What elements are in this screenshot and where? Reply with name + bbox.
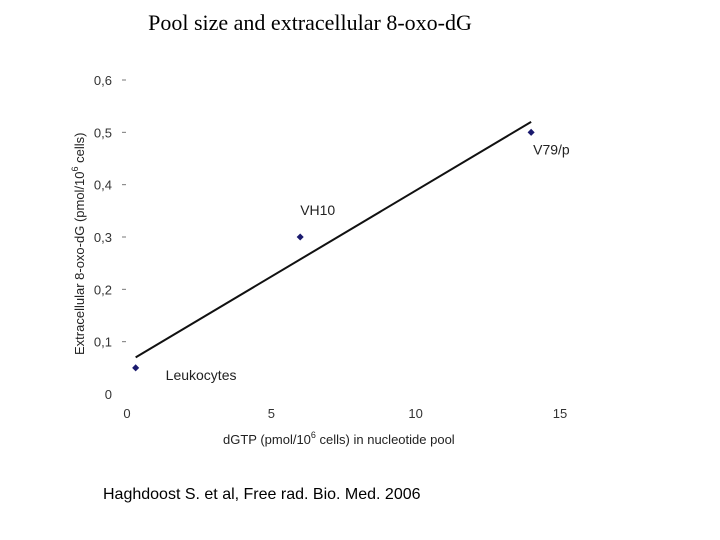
x-axis-label: dGTP (pmol/106 cells) in nucleotide pool	[223, 430, 455, 447]
chart-title: Pool size and extracellular 8-oxo-dG	[148, 10, 472, 35]
data-point	[527, 128, 535, 136]
data-point	[296, 233, 304, 241]
y-tick-label: 0,5	[94, 125, 112, 140]
data-point	[132, 364, 140, 372]
y-tick-label: 0,6	[94, 73, 112, 88]
y-tick-label: 0,2	[94, 282, 112, 297]
x-tick-label: 5	[268, 406, 275, 421]
x-tick-label: 15	[553, 406, 567, 421]
y-axis-ticks: 0 0,1 0,2 0,3 0,4 0,5 0,6	[94, 73, 126, 402]
data-point-label: Leukocytes	[166, 367, 237, 383]
data-points: Leukocytes VH10 V79/p	[132, 128, 570, 383]
data-point-label: V79/p	[533, 141, 570, 157]
y-tick-label: 0,1	[94, 335, 112, 350]
y-tick-label: 0	[105, 387, 112, 402]
trend-line	[135, 121, 532, 359]
y-axis-label: Extracellular 8-oxo-dG (pmol/106 cells)	[70, 133, 87, 356]
citation: Haghdoost S. et al, Free rad. Bio. Med. …	[103, 486, 421, 503]
y-tick-label: 0,3	[94, 230, 112, 245]
data-point-label: VH10	[300, 202, 335, 218]
x-tick-label: 0	[123, 406, 130, 421]
x-tick-label: 10	[408, 406, 422, 421]
x-axis-ticks: 0 5 10 15	[123, 406, 567, 421]
y-tick-label: 0,4	[94, 178, 112, 193]
